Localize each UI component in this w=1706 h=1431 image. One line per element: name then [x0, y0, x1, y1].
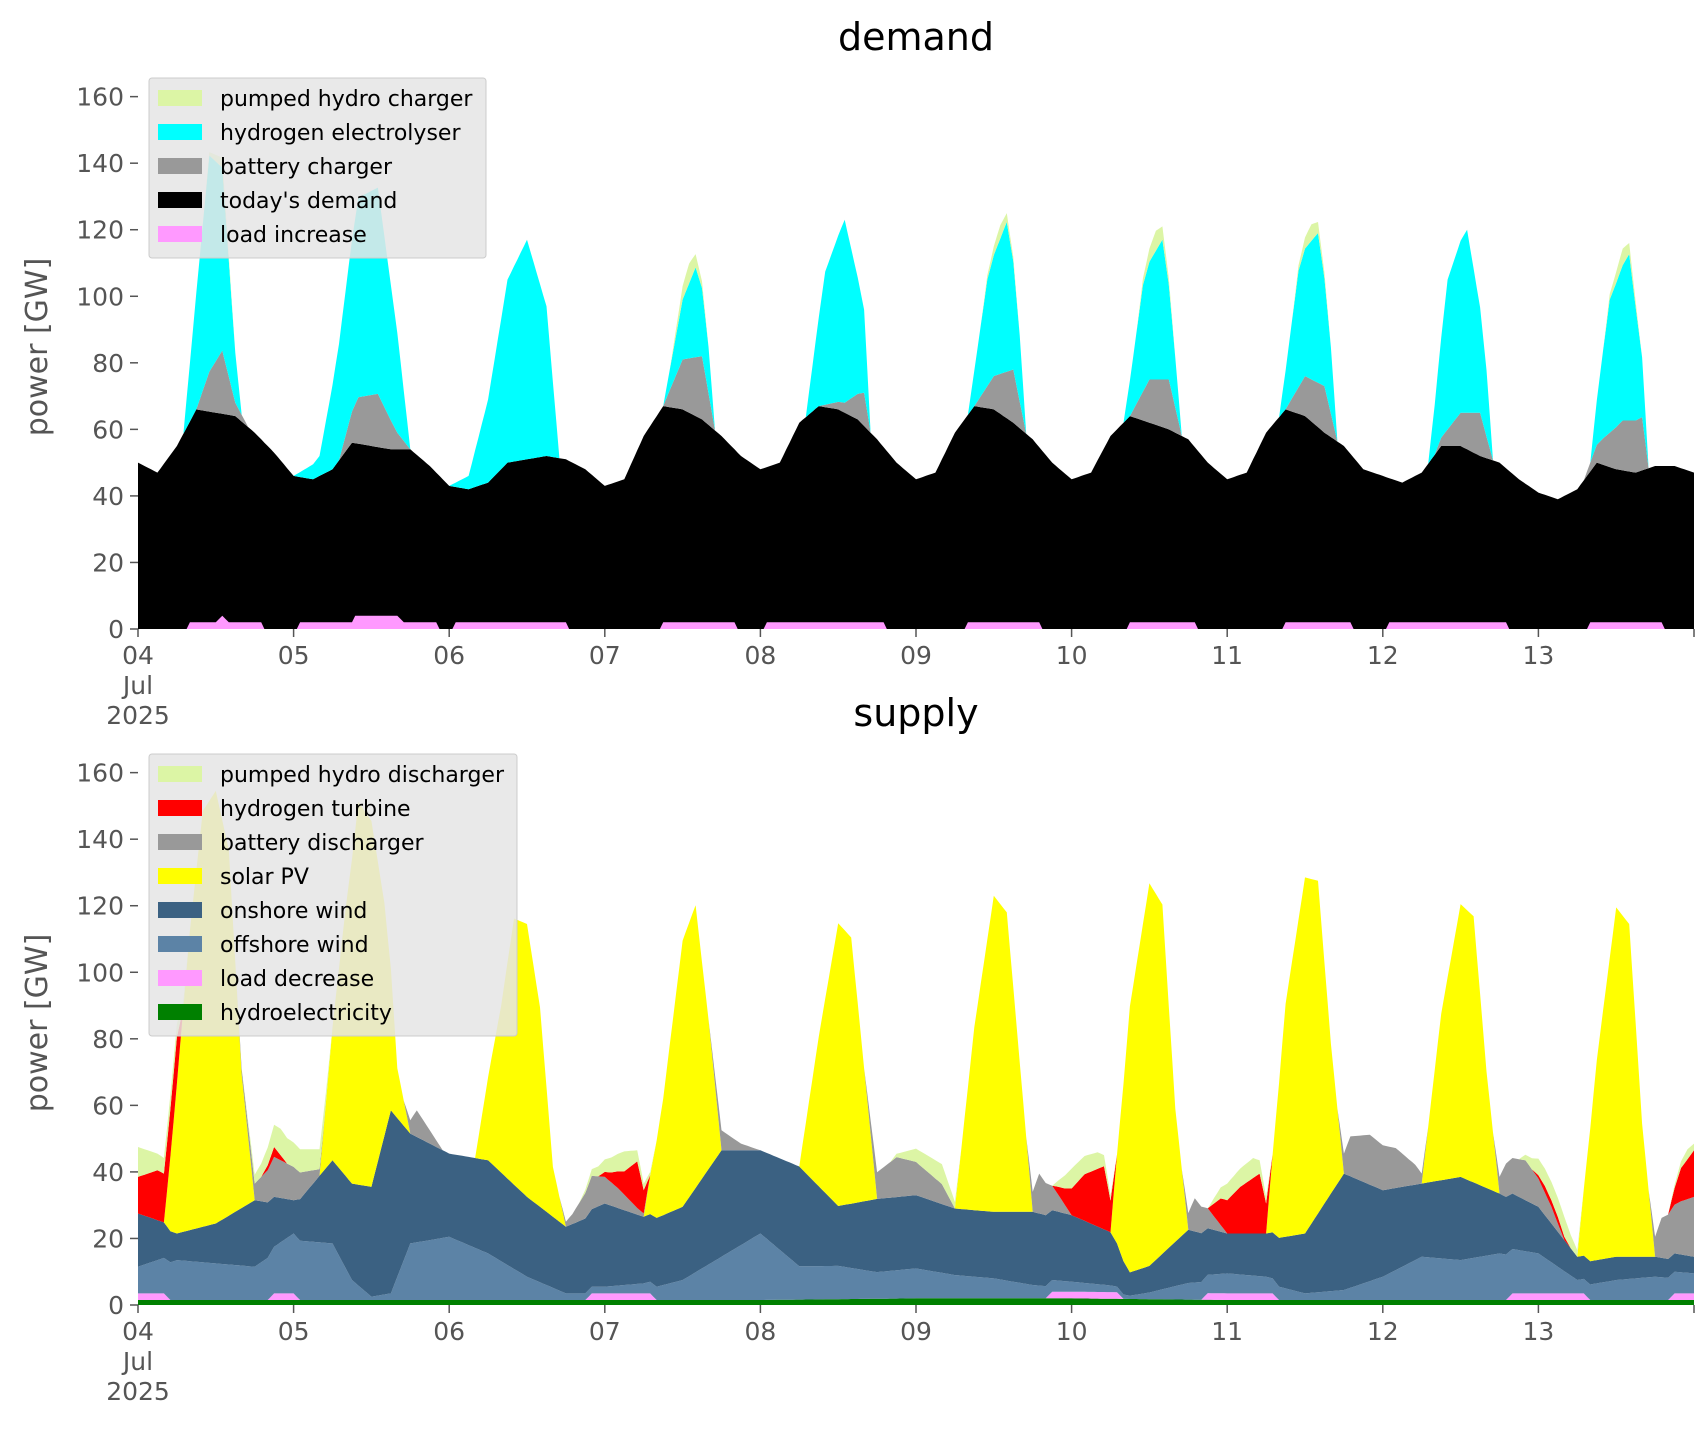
supply-x-tick-label: 12 — [1367, 1317, 1399, 1346]
demand-y-tick-label: 40 — [92, 482, 124, 511]
supply-series-battery-discharger — [138, 790, 1694, 1259]
supply-x-tick-label: 06 — [433, 1317, 465, 1346]
supply-legend-box — [148, 753, 518, 1037]
demand-legend-swatch-today-s-demand — [158, 192, 202, 208]
supply-x-tick-label: 13 — [1522, 1317, 1554, 1346]
supply-series-onshore-wind — [138, 1110, 1694, 1297]
demand-legend-swatch-load-increase — [158, 226, 202, 242]
supply-legend-swatch-hydroelectricity — [158, 1004, 202, 1020]
demand-legend-label-hydrogen-electrolyser: hydrogen electrolyser — [220, 121, 461, 146]
supply-axes: 0 20 40 60 80 100 120 140 160 04 Jul 2025 05 06 07 08 09… — [76, 759, 1695, 1406]
supply-legend-label-battery-discharger: battery discharger — [220, 831, 425, 856]
supply-y-tick-label: 160 — [76, 759, 124, 788]
demand-series-load-increase — [138, 615, 1694, 629]
supply-legend-swatch-battery-discharger — [158, 834, 202, 850]
demand-legend-swatch-battery-charger — [158, 158, 202, 174]
supply-legend-swatch-solar-pv — [158, 868, 202, 884]
demand-x-tick-label: 06 — [433, 641, 465, 670]
demand-y-tick-label: 0 — [108, 615, 124, 644]
demand-x-tick-label: 04 Jul 2025 — [106, 641, 170, 730]
demand-legend-label-load-increase: load increase — [220, 223, 367, 248]
demand-y-tick-label: 100 — [76, 282, 124, 311]
demand-y-tick-label: 80 — [92, 349, 124, 378]
supply-chart-title: supply — [853, 691, 978, 735]
demand-y-tick-label: 160 — [76, 83, 124, 112]
demand-legend: pumped hydro charger hydrogen electrolyse… — [148, 77, 487, 259]
demand-series-pumped-hydro-charger — [138, 152, 1694, 500]
demand-series-today-s-demand — [138, 406, 1694, 629]
supply-series-hydroelectricity — [138, 1298, 1694, 1305]
supply-y-tick-label: 60 — [92, 1091, 124, 1120]
demand-x-tick-label: 11 — [1211, 641, 1243, 670]
supply-x-tick-label: 05 — [278, 1317, 310, 1346]
supply-y-tick-label: 80 — [92, 1025, 124, 1054]
demand-legend-swatch-pumped-hydro-charger — [158, 90, 202, 106]
demand-series-hydrogen-electrolyser — [138, 155, 1694, 500]
supply-y-tick-label: 0 — [108, 1291, 124, 1320]
supply-series-layer — [138, 790, 1694, 1305]
supply-legend-swatch-hydrogen-turbine — [158, 800, 202, 816]
supply-legend-swatch-onshore-wind — [158, 902, 202, 918]
supply-legend-swatch-offshore-wind — [158, 936, 202, 952]
supply-x-tick-label: 07 — [589, 1317, 621, 1346]
supply-series-offshore-wind — [138, 1233, 1694, 1300]
supply-x-tick-label: 04 Jul 2025 — [106, 1317, 170, 1406]
supply-series-load-decrease — [138, 1291, 1694, 1300]
demand-x-tick-label: 08 — [744, 641, 776, 670]
demand-x-tick-label: 13 — [1522, 641, 1554, 670]
demand-y-tick-label: 120 — [76, 216, 124, 245]
demand-x-tick-label: 09 — [900, 641, 932, 670]
supply-legend-label-onshore-wind: onshore wind — [220, 899, 367, 924]
demand-series-layer — [138, 152, 1694, 629]
demand-legend-box — [148, 77, 487, 259]
supply-legend-swatch-load-decrease — [158, 970, 202, 986]
demand-y-tick-label: 60 — [92, 415, 124, 444]
supply-y-axis-label: power [GW] — [20, 934, 55, 1113]
demand-y-tick-label: 20 — [92, 548, 124, 577]
demand-axes: 0 20 40 60 80 100 120 140 160 04 Jul 2025 05 06 07 08 09… — [76, 83, 1695, 730]
supply-y-tick-label: 100 — [76, 958, 124, 987]
supply-legend-label-load-decrease: load decrease — [220, 967, 374, 992]
supply-x-tick-label: 11 — [1211, 1317, 1243, 1346]
demand-y-axis-label: power [GW] — [20, 258, 55, 437]
demand-x-tick-label: 05 — [278, 641, 310, 670]
supply-legend-label-pumped-hydro-discharger: pumped hydro discharger — [220, 763, 505, 788]
supply-x-tick-label: 08 — [744, 1317, 776, 1346]
demand-x-tick-label: 10 — [1056, 641, 1088, 670]
supply-y-tick-label: 120 — [76, 892, 124, 921]
supply-legend-label-offshore-wind: offshore wind — [220, 933, 369, 958]
supply-x-tick-label: 09 — [900, 1317, 932, 1346]
supply-legend-label-hydroelectricity: hydroelectricity — [220, 1001, 392, 1026]
supply-legend: pumped hydro discharger hydrogen turbine b… — [148, 753, 518, 1037]
demand-legend-label-pumped-hydro-charger: pumped hydro charger — [220, 87, 473, 112]
supply-y-tick-label: 140 — [76, 825, 124, 854]
supply-legend-swatch-pumped-hydro-discharger — [158, 766, 202, 782]
demand-legend-swatch-hydrogen-electrolyser — [158, 124, 202, 140]
demand-y-tick-label: 140 — [76, 149, 124, 178]
supply-y-tick-label: 40 — [92, 1158, 124, 1187]
demand-legend-label-battery-charger: battery charger — [220, 155, 393, 180]
supply-y-tick-label: 20 — [92, 1224, 124, 1253]
demand-x-tick-label: 12 — [1367, 641, 1399, 670]
demand-x-tick-label: 07 — [589, 641, 621, 670]
supply-legend-label-solar-pv: solar PV — [220, 865, 309, 890]
demand-legend-label-today-s-demand: today's demand — [220, 189, 397, 214]
demand-chart-title: demand — [838, 15, 994, 59]
supply-legend-label-hydrogen-turbine: hydrogen turbine — [220, 797, 411, 822]
supply-x-tick-label: 10 — [1056, 1317, 1088, 1346]
supply-series-solar-pv — [138, 790, 1694, 1273]
demand-series-battery-charger — [138, 350, 1694, 500]
